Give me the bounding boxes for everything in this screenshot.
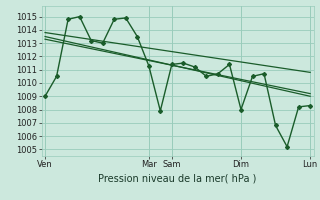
X-axis label: Pression niveau de la mer( hPa ): Pression niveau de la mer( hPa )	[99, 173, 257, 183]
